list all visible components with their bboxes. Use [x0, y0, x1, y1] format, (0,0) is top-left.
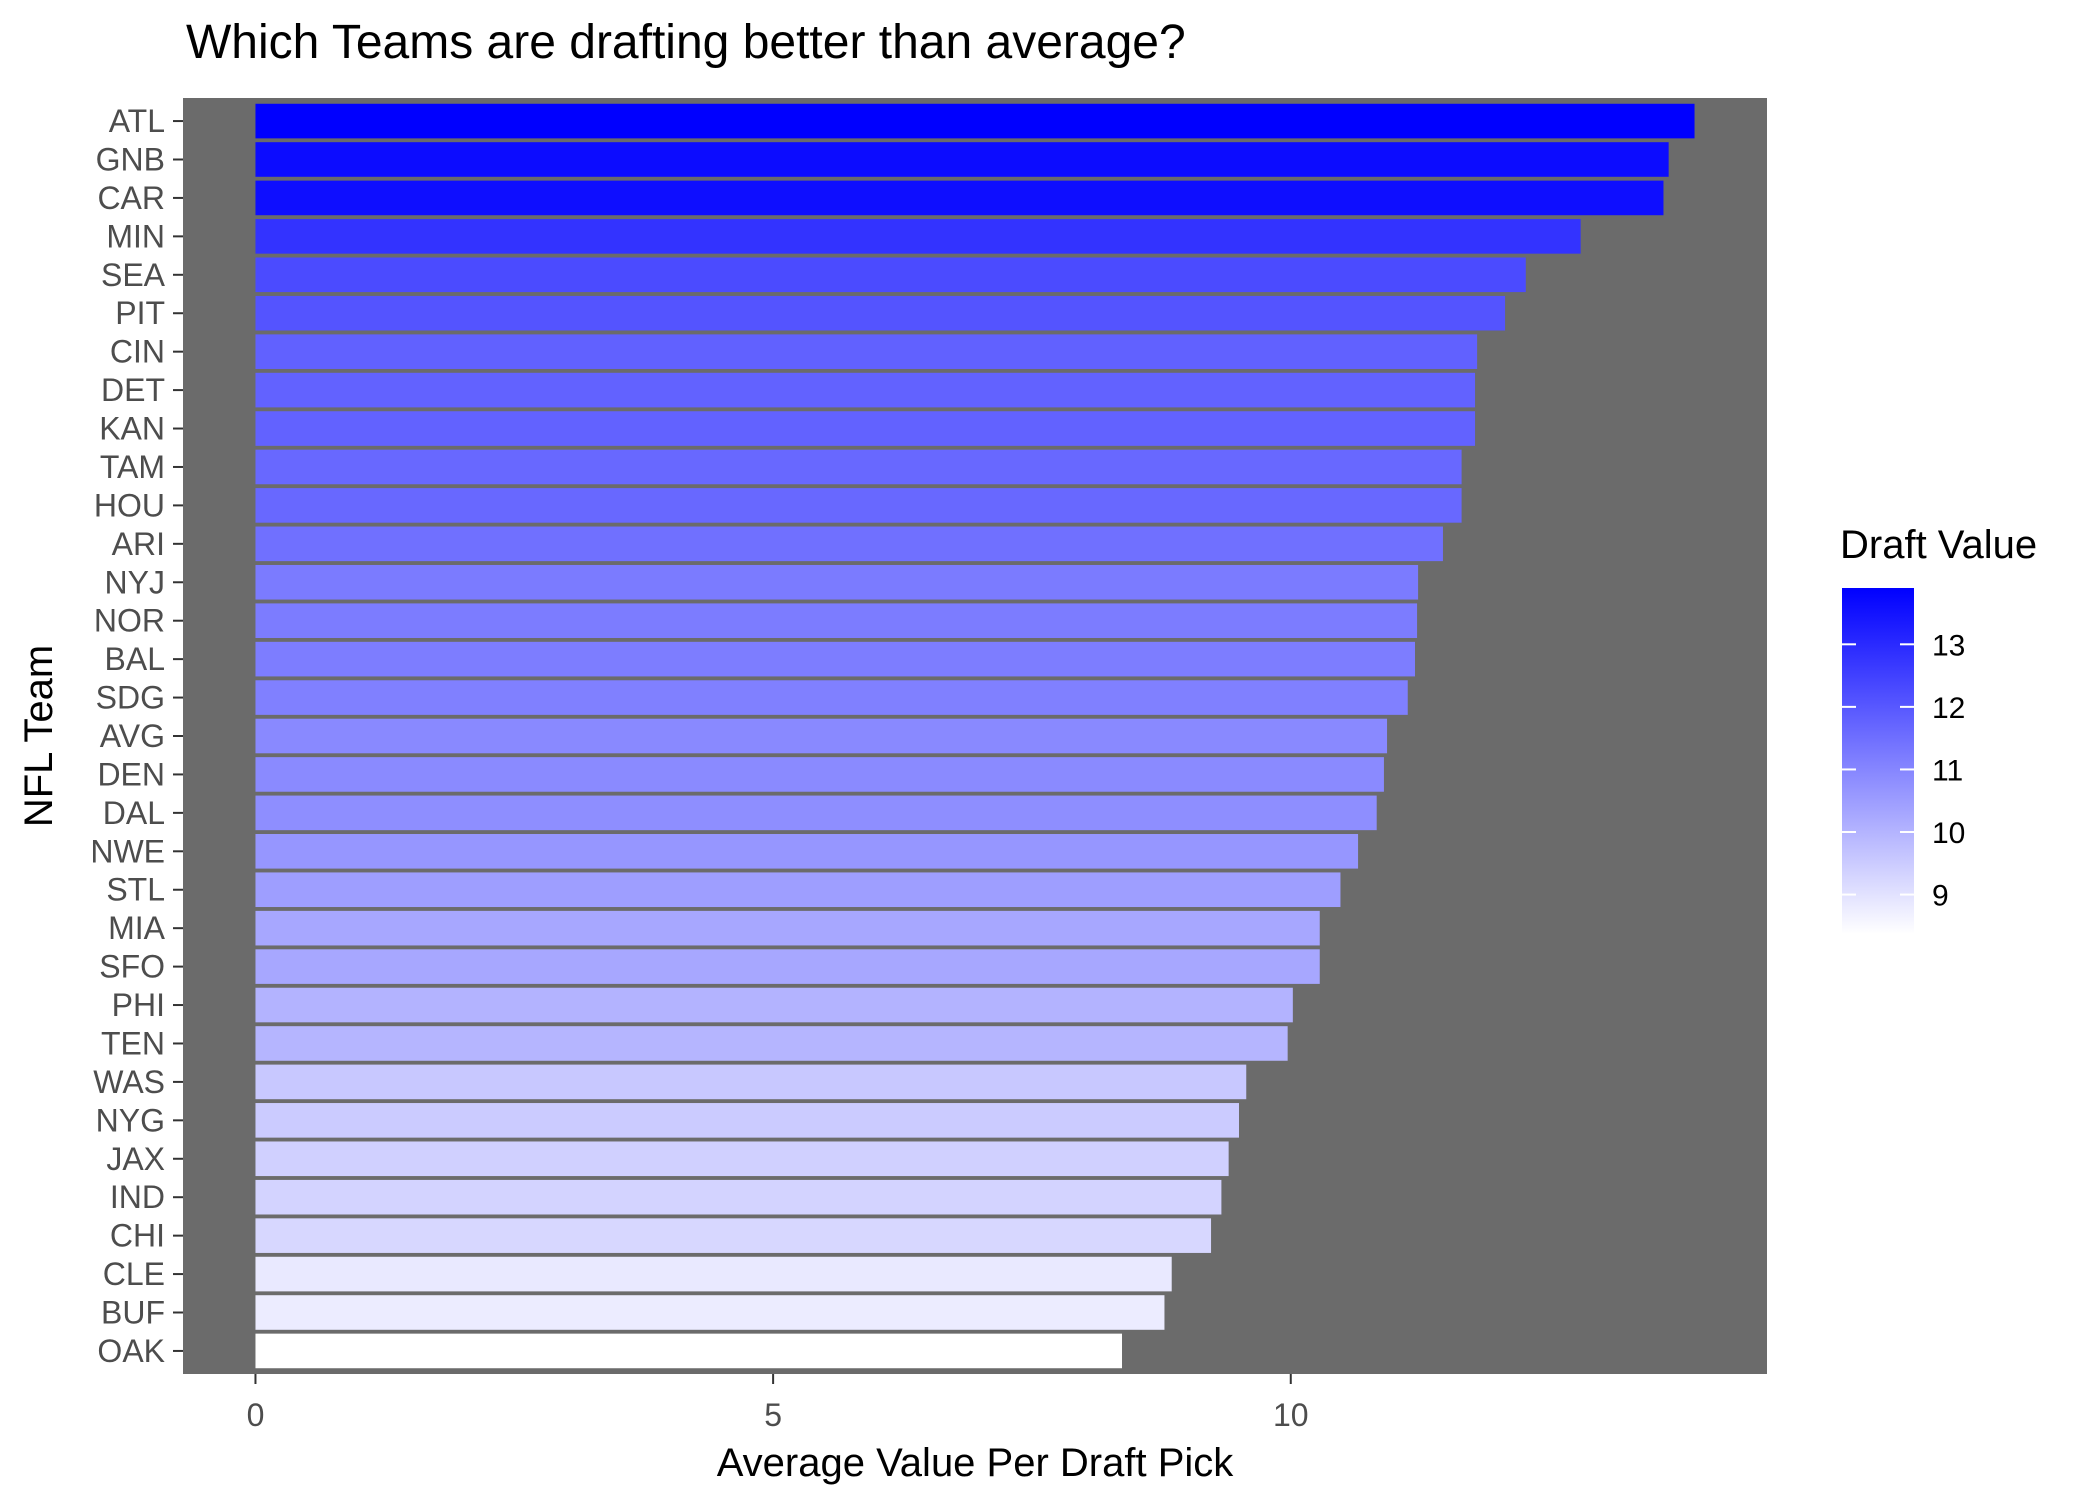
bars — [255, 103, 1695, 1369]
y-tick-label: KAN — [99, 411, 165, 447]
y-tick-label: CLE — [103, 1256, 165, 1292]
bar-car — [255, 180, 1664, 216]
y-tick-label: TEN — [101, 1025, 165, 1061]
bar-den — [255, 757, 1384, 792]
y-tick-label: HOU — [94, 487, 165, 523]
y-tick-label: CIN — [110, 334, 165, 370]
y-tick-label: NYJ — [105, 564, 165, 600]
bar-cin — [255, 334, 1478, 369]
bar-chi — [255, 1218, 1212, 1253]
chart-title: Which Teams are drafting better than ave… — [186, 16, 1186, 69]
bar-dal — [255, 795, 1377, 831]
legend-title: Draft Value — [1840, 523, 2037, 567]
bar-mia — [255, 910, 1320, 946]
bar-nwe — [255, 834, 1359, 869]
y-tick-label: BUF — [101, 1295, 165, 1331]
legend-tick-label: 9 — [1932, 880, 1949, 913]
bar-pit — [255, 295, 1506, 331]
legend-tick-label: 13 — [1932, 629, 1965, 662]
bar-stl — [255, 872, 1341, 908]
bar-atl — [255, 103, 1695, 139]
legend: Draft Value 9 10 11 12 13 — [1840, 523, 2037, 934]
legend-tick-label: 10 — [1932, 817, 1965, 850]
bar-ind — [255, 1179, 1222, 1215]
bar-sdg — [255, 680, 1408, 715]
legend-tick-label: 11 — [1932, 754, 1963, 787]
bar-cle — [255, 1256, 1172, 1292]
y-tick-label: MIN — [106, 218, 165, 254]
y-tick-label: WAS — [93, 1064, 165, 1100]
y-tick-label: PIT — [115, 295, 165, 331]
bar-min — [255, 219, 1581, 254]
bar-tam — [255, 449, 1462, 485]
bar-nyg — [255, 1103, 1239, 1138]
y-tick-label: NWE — [90, 833, 165, 869]
y-tick-label: OAK — [97, 1333, 165, 1369]
legend-ticks: 9 10 11 12 13 — [1842, 629, 1965, 913]
y-tick-label: ARI — [112, 526, 165, 562]
legend-color-bar — [1842, 588, 1914, 934]
y-tick-label: MIA — [108, 910, 166, 946]
y-tick-label: GNB — [96, 141, 165, 177]
bar-nor — [255, 603, 1418, 638]
x-axis-title: Average Value Per Draft Pick — [717, 1441, 1235, 1485]
bar-jax — [255, 1141, 1229, 1177]
y-tick-label: DET — [101, 372, 165, 408]
x-tick-label: 5 — [764, 1397, 782, 1433]
legend-tick-label: 12 — [1932, 692, 1965, 725]
y-tick-label: CHI — [110, 1218, 165, 1254]
y-tick-label: PHI — [112, 987, 165, 1023]
bar-was — [255, 1064, 1247, 1100]
y-tick-label: NOR — [94, 603, 165, 639]
y-tick-label: NYG — [96, 1102, 165, 1138]
bar-avg — [255, 718, 1388, 754]
y-tick-label: TAM — [100, 449, 165, 485]
y-tick-label: SDG — [96, 680, 165, 716]
bar-ari — [255, 526, 1443, 562]
bar-det — [255, 372, 1476, 408]
bar-sea — [255, 257, 1526, 293]
bar-gnb — [255, 142, 1669, 177]
y-tick-label: STL — [106, 872, 165, 908]
y-tick-label: ATL — [109, 103, 165, 139]
bar-hou — [255, 488, 1462, 523]
y-tick-label: SFO — [99, 949, 165, 985]
bar-bal — [255, 641, 1415, 677]
bar-phi — [255, 987, 1293, 1023]
y-axis-title: NFL Team — [17, 645, 61, 827]
bar-kan — [255, 411, 1476, 446]
y-tick-label: AVG — [100, 718, 165, 754]
x-tick-label: 0 — [247, 1397, 265, 1433]
bar-sfo — [255, 949, 1320, 984]
y-tick-label: CAR — [97, 180, 165, 216]
bar-nyj — [255, 564, 1419, 600]
y-tick-label: JAX — [106, 1141, 165, 1177]
bar-buf — [255, 1295, 1165, 1330]
y-tick-label: DAL — [103, 795, 165, 831]
bar-ten — [255, 1026, 1288, 1061]
y-tick-label: IND — [110, 1179, 165, 1215]
x-axis: 0 5 10 — [247, 1374, 1309, 1433]
y-tick-label: SEA — [101, 257, 166, 293]
bar-oak — [255, 1333, 1123, 1369]
x-tick-label: 10 — [1273, 1397, 1309, 1433]
y-axis: ATLGNBCARMINSEAPITCINDETKANTAMHOUARINYJN… — [90, 103, 183, 1369]
y-tick-label: DEN — [97, 756, 165, 792]
y-tick-label: BAL — [105, 641, 165, 677]
